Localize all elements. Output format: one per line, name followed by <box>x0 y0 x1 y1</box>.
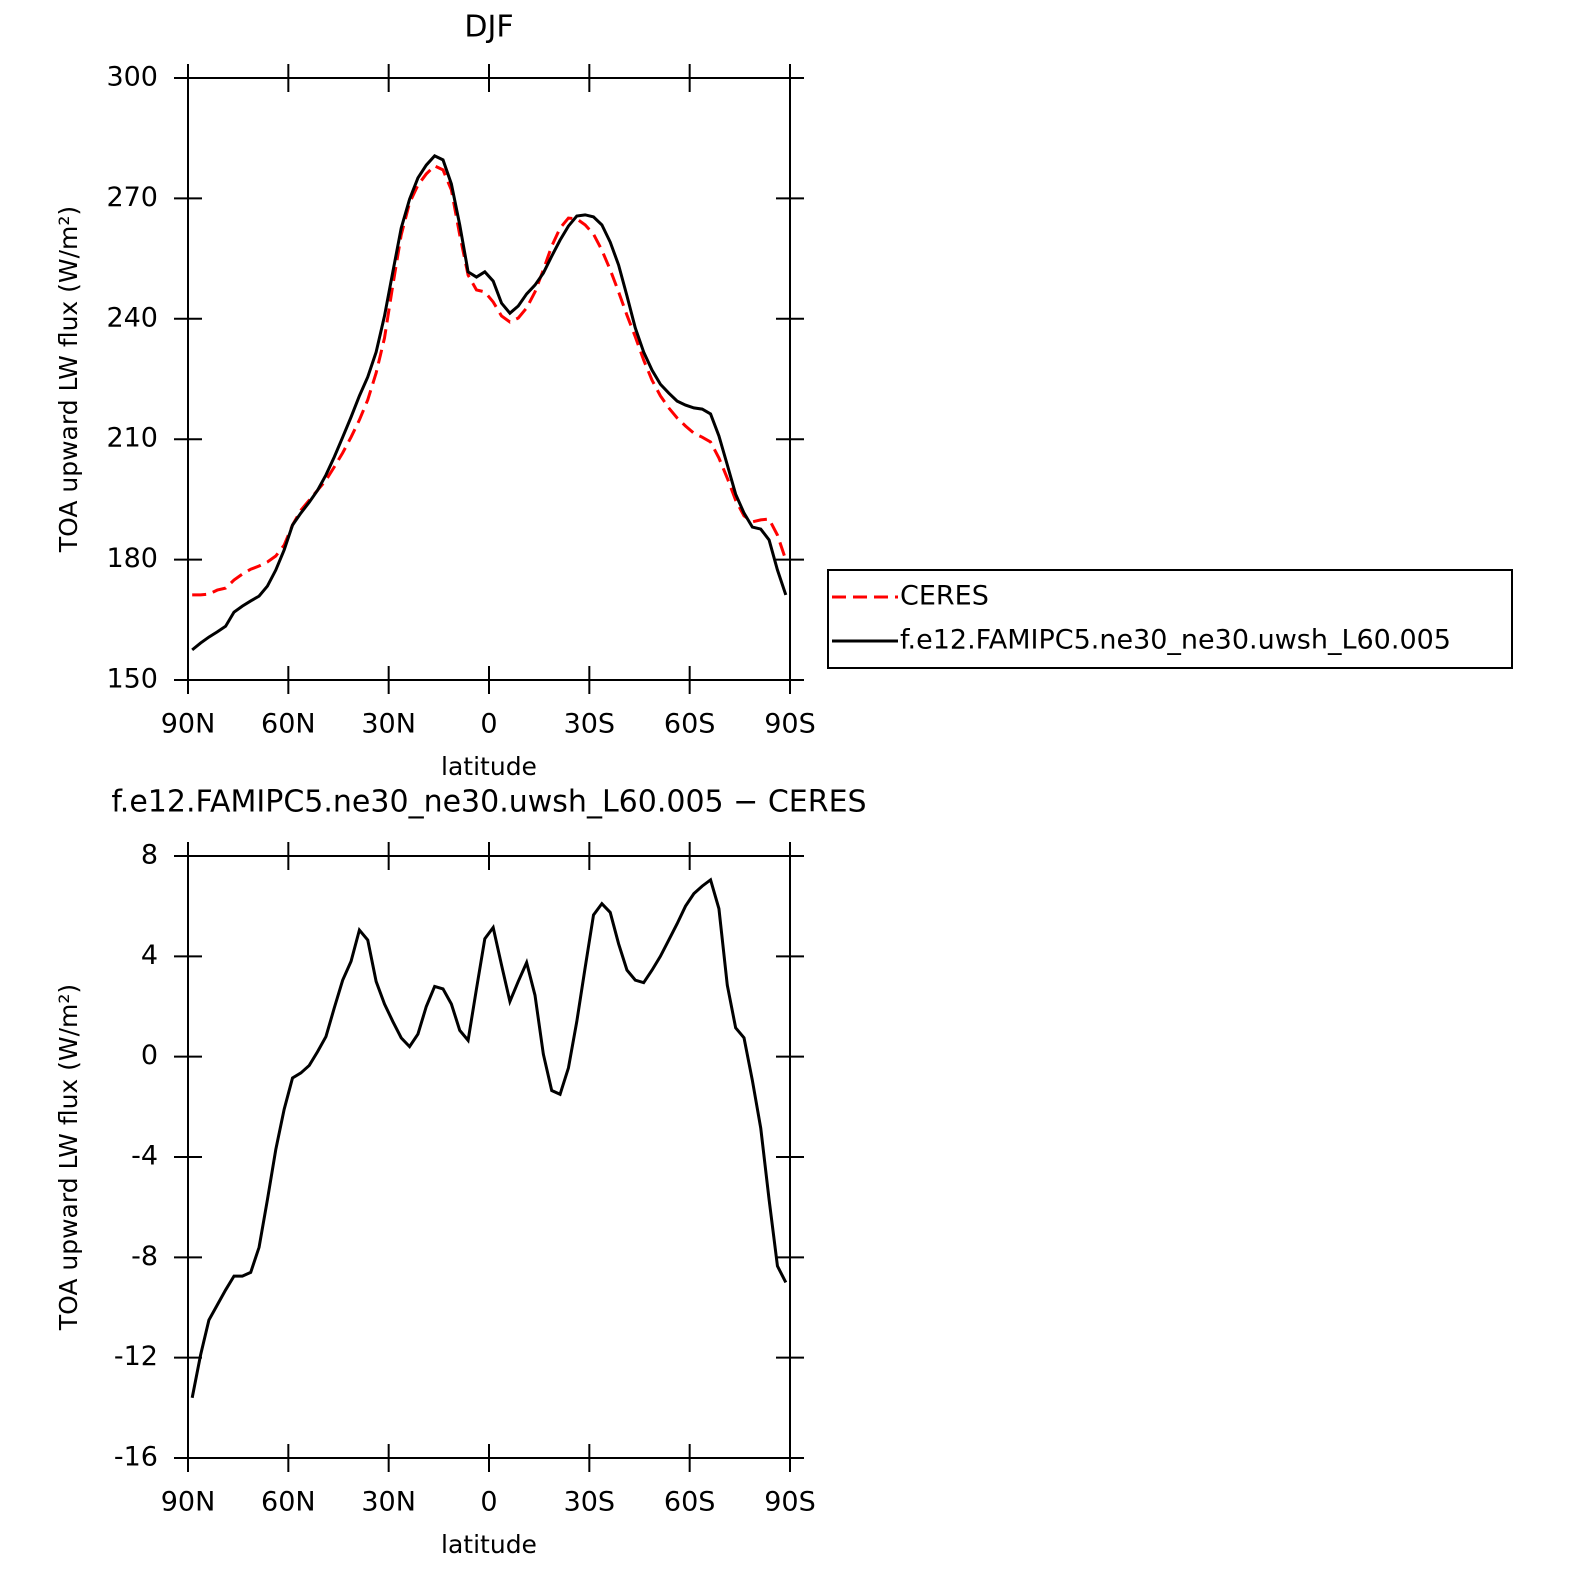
legend-box <box>827 569 1513 669</box>
x-tick-label: 90S <box>764 1487 816 1518</box>
y-tick-label: 210 <box>106 423 158 454</box>
y-tick-label: 240 <box>106 302 158 333</box>
x-tick-label: 60S <box>664 1487 716 1518</box>
x-tick-label: 30S <box>564 1487 616 1518</box>
y-axis-label: TOA upward LW flux (W/m²) <box>54 984 83 1331</box>
y-tick-label: 270 <box>106 182 158 213</box>
y-tick-label: -4 <box>131 1141 158 1172</box>
legend-label: CERES <box>900 581 989 612</box>
x-tick-label: 90S <box>764 709 816 740</box>
data-line <box>191 154 788 652</box>
y-tick-label: 8 <box>141 840 158 871</box>
y-axis-label: TOA upward LW flux (W/m²) <box>54 206 83 553</box>
y-tick-label: 180 <box>106 543 158 574</box>
y-tick-label: -12 <box>114 1341 158 1372</box>
x-tick-label: 90N <box>161 1487 216 1518</box>
data-line <box>190 877 788 1399</box>
y-tick-label: 4 <box>141 940 158 971</box>
y-tick-label: -8 <box>131 1241 158 1272</box>
x-axis-label: latitude <box>441 752 537 781</box>
chart-title: DJF <box>464 10 513 45</box>
y-tick-label: 300 <box>106 62 158 93</box>
chart-title: f.e12.FAMIPC5.ne30_ne30.uwsh_L60.005 − C… <box>111 785 866 820</box>
y-tick-label: 150 <box>106 664 158 695</box>
plot-frame <box>187 855 791 1459</box>
y-tick-label: -16 <box>114 1442 158 1473</box>
x-axis-label: latitude <box>441 1530 537 1559</box>
x-tick-label: 0 <box>480 1487 497 1518</box>
x-tick-label: 60S <box>664 709 716 740</box>
y-tick-label: 0 <box>141 1040 158 1071</box>
x-tick-label: 30S <box>564 709 616 740</box>
plot-frame <box>187 77 791 681</box>
legend-label: f.e12.FAMIPC5.ne30_ne30.uwsh_L60.005 <box>900 625 1451 656</box>
x-tick-label: 60N <box>261 1487 316 1518</box>
data-line <box>192 164 788 597</box>
x-tick-label: 60N <box>261 709 316 740</box>
x-tick-label: 90N <box>161 709 216 740</box>
x-tick-label: 30N <box>361 709 416 740</box>
x-tick-label: 0 <box>480 709 497 740</box>
x-tick-label: 30N <box>361 1487 416 1518</box>
